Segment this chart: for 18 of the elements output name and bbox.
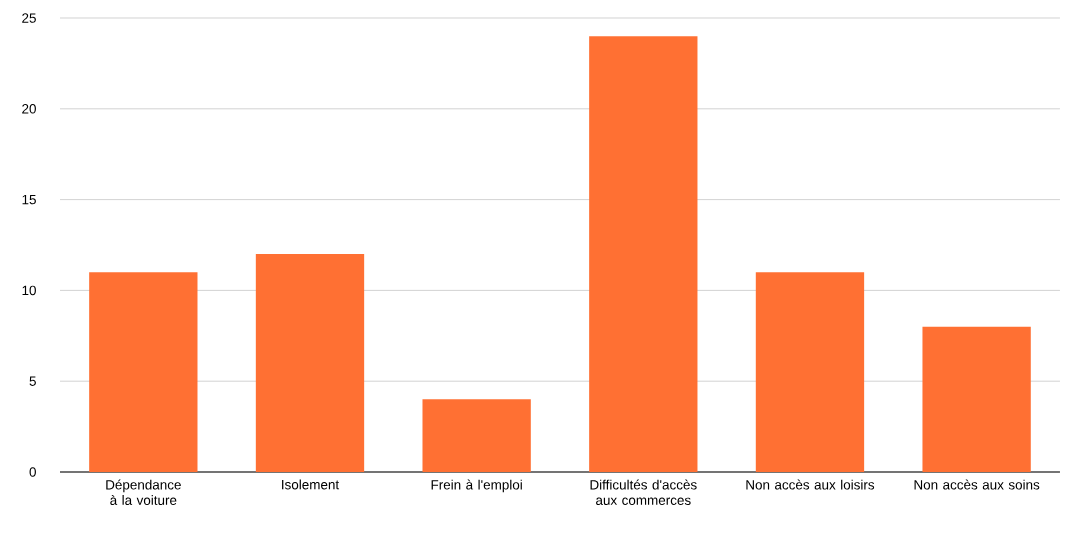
bar: [755, 272, 865, 472]
x-tick-label: Isolement: [282, 479, 340, 490]
y-tick-label: 25: [22, 13, 36, 23]
y-tick-label: 0: [29, 467, 36, 477]
bar: [422, 399, 531, 472]
bar: [589, 36, 698, 472]
x-tick-label: Difficultés d'accès aux commerces: [590, 479, 697, 505]
y-tick-label: 15: [22, 194, 36, 205]
bar: [89, 272, 198, 472]
x-tick-label: Non accès aux soins: [914, 479, 1040, 490]
x-tick-label: Non accès aux loisirs: [746, 479, 875, 490]
x-tick-label: Dépendance à la voiture: [106, 479, 181, 505]
x-tick-label: Frein à l'emploi: [431, 479, 522, 493]
y-tick-label: 10: [22, 285, 36, 296]
bar: [922, 326, 1031, 472]
y-tick-label: 5: [29, 376, 36, 386]
y-tick-label: 20: [22, 104, 36, 114]
bar: [255, 254, 365, 472]
